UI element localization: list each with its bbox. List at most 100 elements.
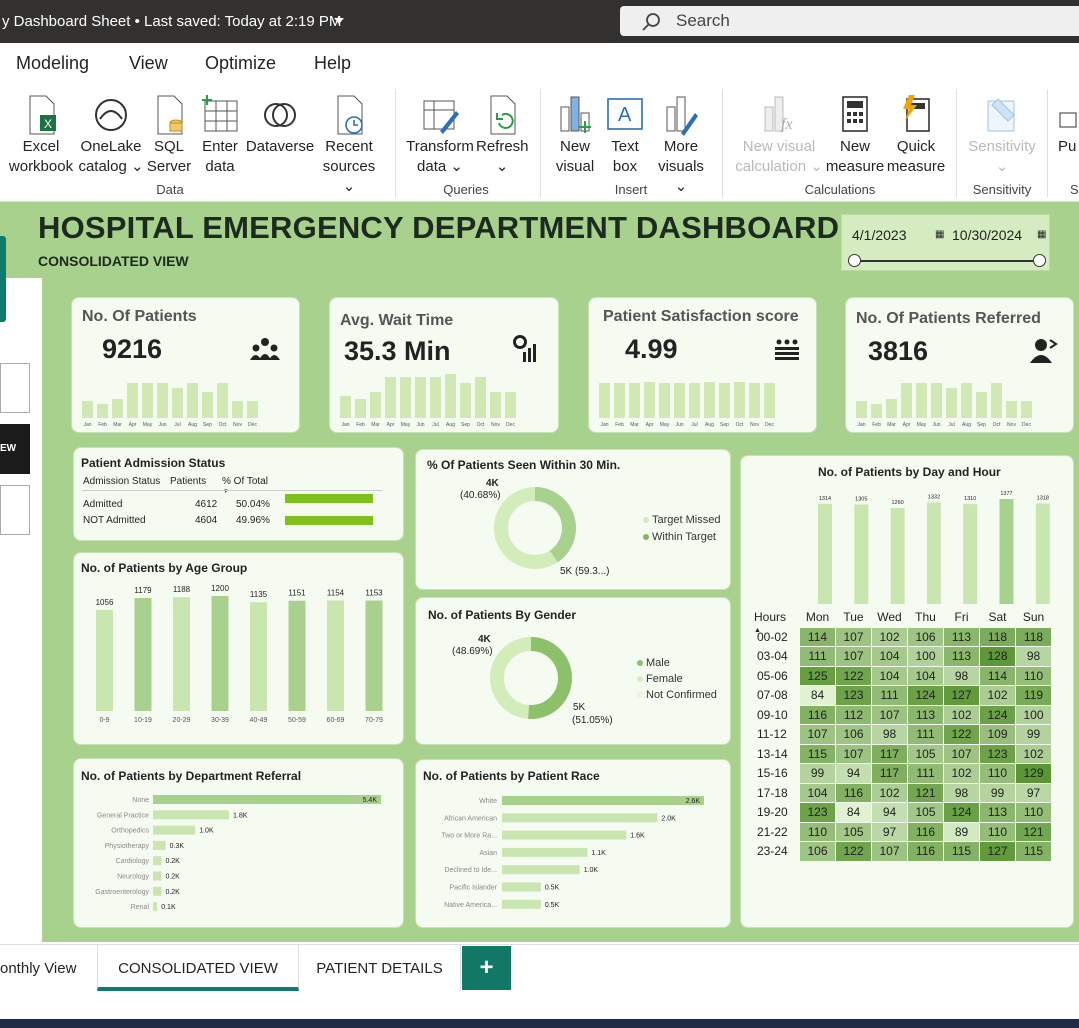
new-visual-calculation-button[interactable]: fx New visual calculation ⌄ — [734, 93, 824, 177]
heatmap-cell[interactable]: 84 — [835, 802, 872, 823]
tab-patient-details[interactable]: PATIENT DETAILS — [299, 945, 461, 991]
heatmap-cell[interactable]: 107 — [871, 704, 908, 725]
heatmap-cell[interactable]: 100 — [1015, 704, 1052, 725]
nav-button[interactable] — [0, 485, 30, 535]
heatmap-row[interactable]: 07-08 84 123 111 124 127 102 119 — [751, 685, 1052, 706]
heatmap-cell[interactable]: 115 — [799, 743, 836, 764]
slider-handle-start[interactable] — [848, 254, 861, 267]
menu-help[interactable]: Help — [314, 53, 352, 73]
day-header[interactable]: Tue — [835, 607, 872, 628]
date-to[interactable]: 10/30/2024 — [952, 227, 1023, 243]
heatmap-cell[interactable]: 111 — [907, 724, 944, 745]
heatmap-cell[interactable]: 121 — [1015, 821, 1052, 842]
spark-bar[interactable] — [112, 398, 123, 418]
day-bar[interactable] — [1035, 503, 1050, 604]
heatmap-cell[interactable]: 111 — [907, 763, 944, 784]
age-bar[interactable] — [288, 600, 306, 711]
spark-bar[interactable] — [82, 401, 93, 418]
heatmap-cell[interactable]: 102 — [943, 763, 980, 784]
slider-track[interactable] — [854, 260, 1040, 262]
donut-slice-within[interactable] — [494, 487, 576, 569]
heatmap-cell[interactable]: 117 — [871, 763, 908, 784]
heatmap-cell[interactable]: 116 — [907, 821, 944, 842]
hbar[interactable] — [502, 847, 588, 857]
heatmap-cell[interactable]: 106 — [799, 841, 836, 862]
spark-bar[interactable] — [629, 383, 640, 418]
age-bar[interactable] — [134, 598, 152, 711]
age-bars-svg[interactable]: 1056 0-9 1179 10-19 1188 20-29 1200 30-39 1135 40… — [74, 573, 405, 743]
spark-bar[interactable] — [490, 391, 501, 418]
seen-within-30-donut[interactable]: % Of Patients Seen Within 30 Min. 4K (40… — [415, 449, 731, 590]
heatmap-cell[interactable]: 111 — [799, 646, 836, 667]
heatmap-cell[interactable]: 124 — [907, 685, 944, 706]
department-referral-chart[interactable]: No. of Patients by Department Referral N… — [73, 758, 404, 928]
hours-header[interactable]: Hours — [751, 607, 800, 628]
day-bars-svg[interactable]: 1314 1305 1260 1332 1310 1377 1318 — [741, 481, 1075, 611]
day-header[interactable]: Fri — [943, 607, 980, 628]
legend-item[interactable]: Male — [637, 657, 670, 669]
heatmap-cell[interactable]: 113 — [943, 646, 980, 667]
day-header[interactable]: Wed — [871, 607, 908, 628]
spark-bar[interactable] — [856, 401, 867, 418]
heatmap-cell[interactable]: 98 — [943, 665, 980, 686]
heatmap-cell[interactable]: 107 — [835, 626, 872, 647]
heatmap-cell[interactable]: 113 — [943, 626, 980, 647]
donut-chart[interactable] — [486, 633, 576, 723]
heatmap-row[interactable]: 23-24 106 122 107 116 115 127 115 — [751, 841, 1052, 862]
heatmap-row[interactable]: 05-06 125 122 104 104 98 114 110 — [751, 665, 1052, 686]
more-visuals-button[interactable]: More visuals ⌄ — [650, 93, 712, 197]
heatmap-cell[interactable]: 102 — [871, 782, 908, 803]
spark-bar[interactable] — [172, 388, 183, 418]
heatmap-cell[interactable]: 97 — [1015, 782, 1052, 803]
day-bar[interactable] — [963, 504, 978, 604]
spark-bar[interactable] — [704, 382, 715, 418]
sql-server-button[interactable]: SQL Server — [146, 93, 192, 177]
enter-data-button[interactable]: Enter data — [198, 93, 242, 177]
spark-bar[interactable] — [674, 383, 685, 418]
heatmap-cell[interactable]: 124 — [943, 802, 980, 823]
heatmap-cell[interactable]: 111 — [871, 685, 908, 706]
calendar-icon[interactable]: ▦ — [935, 229, 945, 240]
heatmap-cell[interactable]: 129 — [1015, 763, 1052, 784]
date-range-slicer[interactable]: 4/1/2023 ▦ 10/30/2024 ▦ — [841, 214, 1050, 271]
menu-view[interactable]: View — [129, 53, 168, 73]
kpi-card-patients[interactable]: No. Of Patients 9216 Jan Feb Mar Apr May Jun J… — [71, 297, 300, 433]
heatmap-cell[interactable]: 127 — [943, 685, 980, 706]
kpi-card-satisfaction[interactable]: Patient Satisfaction score 4.99 Jan Feb Ma… — [588, 297, 817, 433]
spark-bar[interactable] — [689, 383, 700, 418]
date-from[interactable]: 4/1/2023 — [852, 227, 907, 243]
kpi-card-referred[interactable]: No. Of Patients Referred 3816 Jan Feb Mar A… — [845, 297, 1074, 433]
donut-slice-male[interactable] — [490, 637, 572, 719]
day-bar[interactable] — [818, 503, 832, 604]
heatmap-cell[interactable]: 110 — [1015, 665, 1052, 686]
heatmap-cell[interactable]: 98 — [1015, 646, 1052, 667]
spark-bar[interactable] — [475, 377, 486, 418]
heatmap-cell[interactable]: 113 — [979, 802, 1016, 823]
hbar[interactable] — [502, 882, 541, 892]
heatmap-cell[interactable]: 106 — [907, 626, 944, 647]
heatmap-cell[interactable]: 117 — [871, 743, 908, 764]
hbar[interactable] — [153, 840, 166, 850]
spark-bar[interactable] — [764, 383, 775, 418]
hbar[interactable] — [153, 825, 196, 835]
spark-bar[interactable] — [217, 383, 228, 418]
recent-sources-button[interactable]: Recent sources ⌄ — [316, 93, 382, 197]
spark-bar[interactable] — [931, 383, 942, 418]
legend-item[interactable]: Target Missed — [643, 514, 720, 526]
spark-bar[interactable] — [127, 383, 138, 418]
spark-bar[interactable] — [644, 382, 655, 418]
spark-bar[interactable] — [460, 383, 471, 418]
heatmap-cell[interactable]: 89 — [943, 821, 980, 842]
transform-data-button[interactable]: Transform data ⌄ — [406, 93, 474, 177]
heatmap-cell[interactable]: 102 — [1015, 743, 1052, 764]
spark-bar[interactable] — [961, 383, 972, 418]
refresh-button[interactable]: Refresh ⌄ — [476, 93, 529, 177]
hbar[interactable] — [153, 810, 229, 820]
heatmap-cell[interactable]: 99 — [799, 763, 836, 784]
spark-bar[interactable] — [1021, 401, 1032, 418]
heatmap-cell[interactable]: 112 — [835, 704, 872, 725]
heatmap-cell[interactable]: 98 — [871, 724, 908, 745]
heatmap-cell[interactable]: 115 — [1015, 841, 1052, 862]
quick-measure-button[interactable]: Quick measure — [886, 93, 946, 177]
age-bar[interactable] — [327, 600, 344, 711]
